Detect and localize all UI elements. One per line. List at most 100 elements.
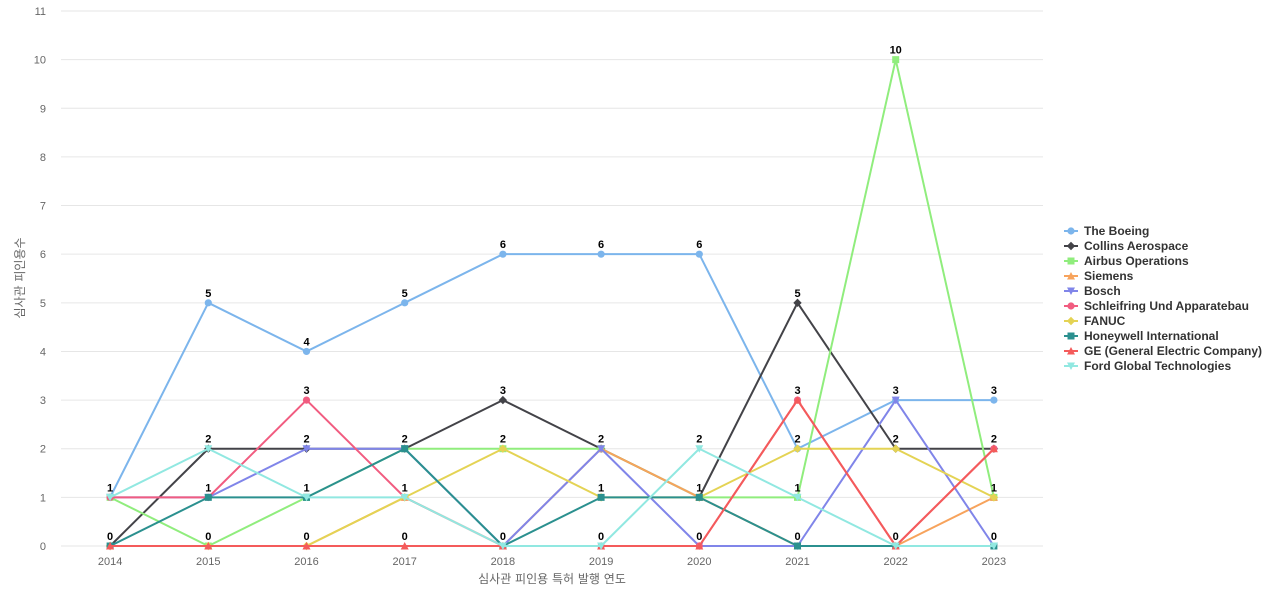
legend-symbol <box>1066 241 1076 251</box>
data-label: 2 <box>402 434 408 446</box>
data-point <box>400 493 409 502</box>
data-point <box>597 542 606 550</box>
y-tick-label: 7 <box>40 201 46 213</box>
legend-label: Airbus Operations <box>1084 254 1189 268</box>
data-label: 3 <box>303 385 309 397</box>
data-point <box>498 395 508 405</box>
data-label: 6 <box>696 239 702 251</box>
data-point <box>597 250 605 258</box>
data-point <box>499 250 507 258</box>
legend-item[interactable]: Schleifring Und Apparatebau <box>1064 299 1249 313</box>
grid-lines <box>61 10 1043 547</box>
y-tick-label: 11 <box>35 6 46 18</box>
legend-item[interactable]: Honeywell International <box>1064 329 1219 343</box>
y-tick-label: 2 <box>40 444 46 456</box>
y-tick-label: 9 <box>40 103 46 115</box>
data-point <box>401 299 409 307</box>
legend-label: Schleifring Und Apparatebau <box>1084 299 1249 313</box>
data-point <box>891 396 900 405</box>
data-label: 2 <box>598 434 604 446</box>
data-point <box>400 542 409 550</box>
y-axis-title: 심사관 피인용수 <box>13 237 27 318</box>
y-tick-label: 5 <box>40 298 46 310</box>
x-tick-label: 2016 <box>294 556 318 568</box>
data-label: 5 <box>794 288 800 300</box>
data-label: 0 <box>598 531 604 543</box>
data-point <box>106 542 115 550</box>
data-label: 2 <box>303 434 309 446</box>
data-label: 3 <box>991 385 997 397</box>
legend-symbol <box>1066 316 1076 326</box>
legend-item[interactable]: FANUC <box>1064 314 1126 328</box>
data-label: 2 <box>794 434 800 446</box>
data-point <box>892 56 900 64</box>
data-point <box>302 542 311 550</box>
x-tick-label: 2022 <box>883 556 907 568</box>
x-tick-label: 2019 <box>589 556 613 568</box>
series-ford-global-technologies[interactable] <box>106 445 998 550</box>
data-label: 4 <box>303 336 310 348</box>
data-label: 1 <box>598 482 604 494</box>
data-point <box>204 542 213 550</box>
data-point <box>891 444 900 453</box>
series-lines <box>105 56 999 551</box>
legend-symbol <box>1067 347 1075 355</box>
data-label: 1 <box>402 482 408 494</box>
legend-symbol <box>1067 272 1075 280</box>
data-point <box>989 493 999 502</box>
data-label: 1 <box>205 482 211 494</box>
legend-item[interactable]: Siemens <box>1064 269 1134 283</box>
data-label: 1 <box>303 482 309 494</box>
series-collins-aerospace[interactable] <box>105 298 999 551</box>
data-label: 5 <box>402 288 408 300</box>
legend-label: GE (General Electric Company) <box>1084 344 1262 358</box>
data-label: 6 <box>500 239 506 251</box>
data-label: 2 <box>500 434 506 446</box>
data-label: 0 <box>893 531 899 543</box>
y-tick-label: 0 <box>40 541 46 553</box>
legend-symbol <box>1067 257 1075 265</box>
legend-item[interactable]: Collins Aerospace <box>1064 239 1189 253</box>
data-label: 3 <box>500 385 506 397</box>
x-tick-label: 2015 <box>196 556 220 568</box>
y-tick-label: 3 <box>40 395 46 407</box>
data-point <box>793 493 802 502</box>
legend-item[interactable]: GE (General Electric Company) <box>1064 344 1262 358</box>
data-label: 0 <box>500 531 506 543</box>
data-label: 1 <box>107 482 113 494</box>
data-point <box>204 445 213 453</box>
data-label: 5 <box>205 288 211 300</box>
data-label: 3 <box>794 385 800 397</box>
data-point <box>204 299 212 307</box>
data-point <box>793 444 802 453</box>
data-point <box>597 493 605 501</box>
series-line <box>109 301 994 547</box>
data-point <box>106 493 115 502</box>
legend-item[interactable]: Airbus Operations <box>1064 254 1189 268</box>
data-label: 0 <box>303 531 309 543</box>
legend-item[interactable]: The Boeing <box>1064 224 1149 238</box>
x-tick-label: 2023 <box>982 556 1006 568</box>
x-tick-label: 2018 <box>491 556 515 568</box>
series-line <box>109 447 994 547</box>
data-point <box>989 444 998 453</box>
data-label: 6 <box>598 239 604 251</box>
y-tick-label: 6 <box>40 249 46 261</box>
data-label: 2 <box>696 434 702 446</box>
legend-symbol <box>1067 362 1075 370</box>
legend-item[interactable]: Ford Global Technologies <box>1064 359 1231 373</box>
legend-label: Bosch <box>1084 284 1121 298</box>
data-point <box>695 250 703 258</box>
x-tick-label: 2014 <box>98 556 122 568</box>
data-label: 1 <box>794 482 800 494</box>
legend-label: Siemens <box>1084 269 1134 283</box>
legend-symbol <box>1067 332 1075 340</box>
x-tick-label: 2020 <box>687 556 711 568</box>
data-point <box>302 493 311 502</box>
legend-item[interactable]: Bosch <box>1064 284 1121 298</box>
y-tick-label: 8 <box>40 152 46 164</box>
data-point <box>793 396 802 404</box>
